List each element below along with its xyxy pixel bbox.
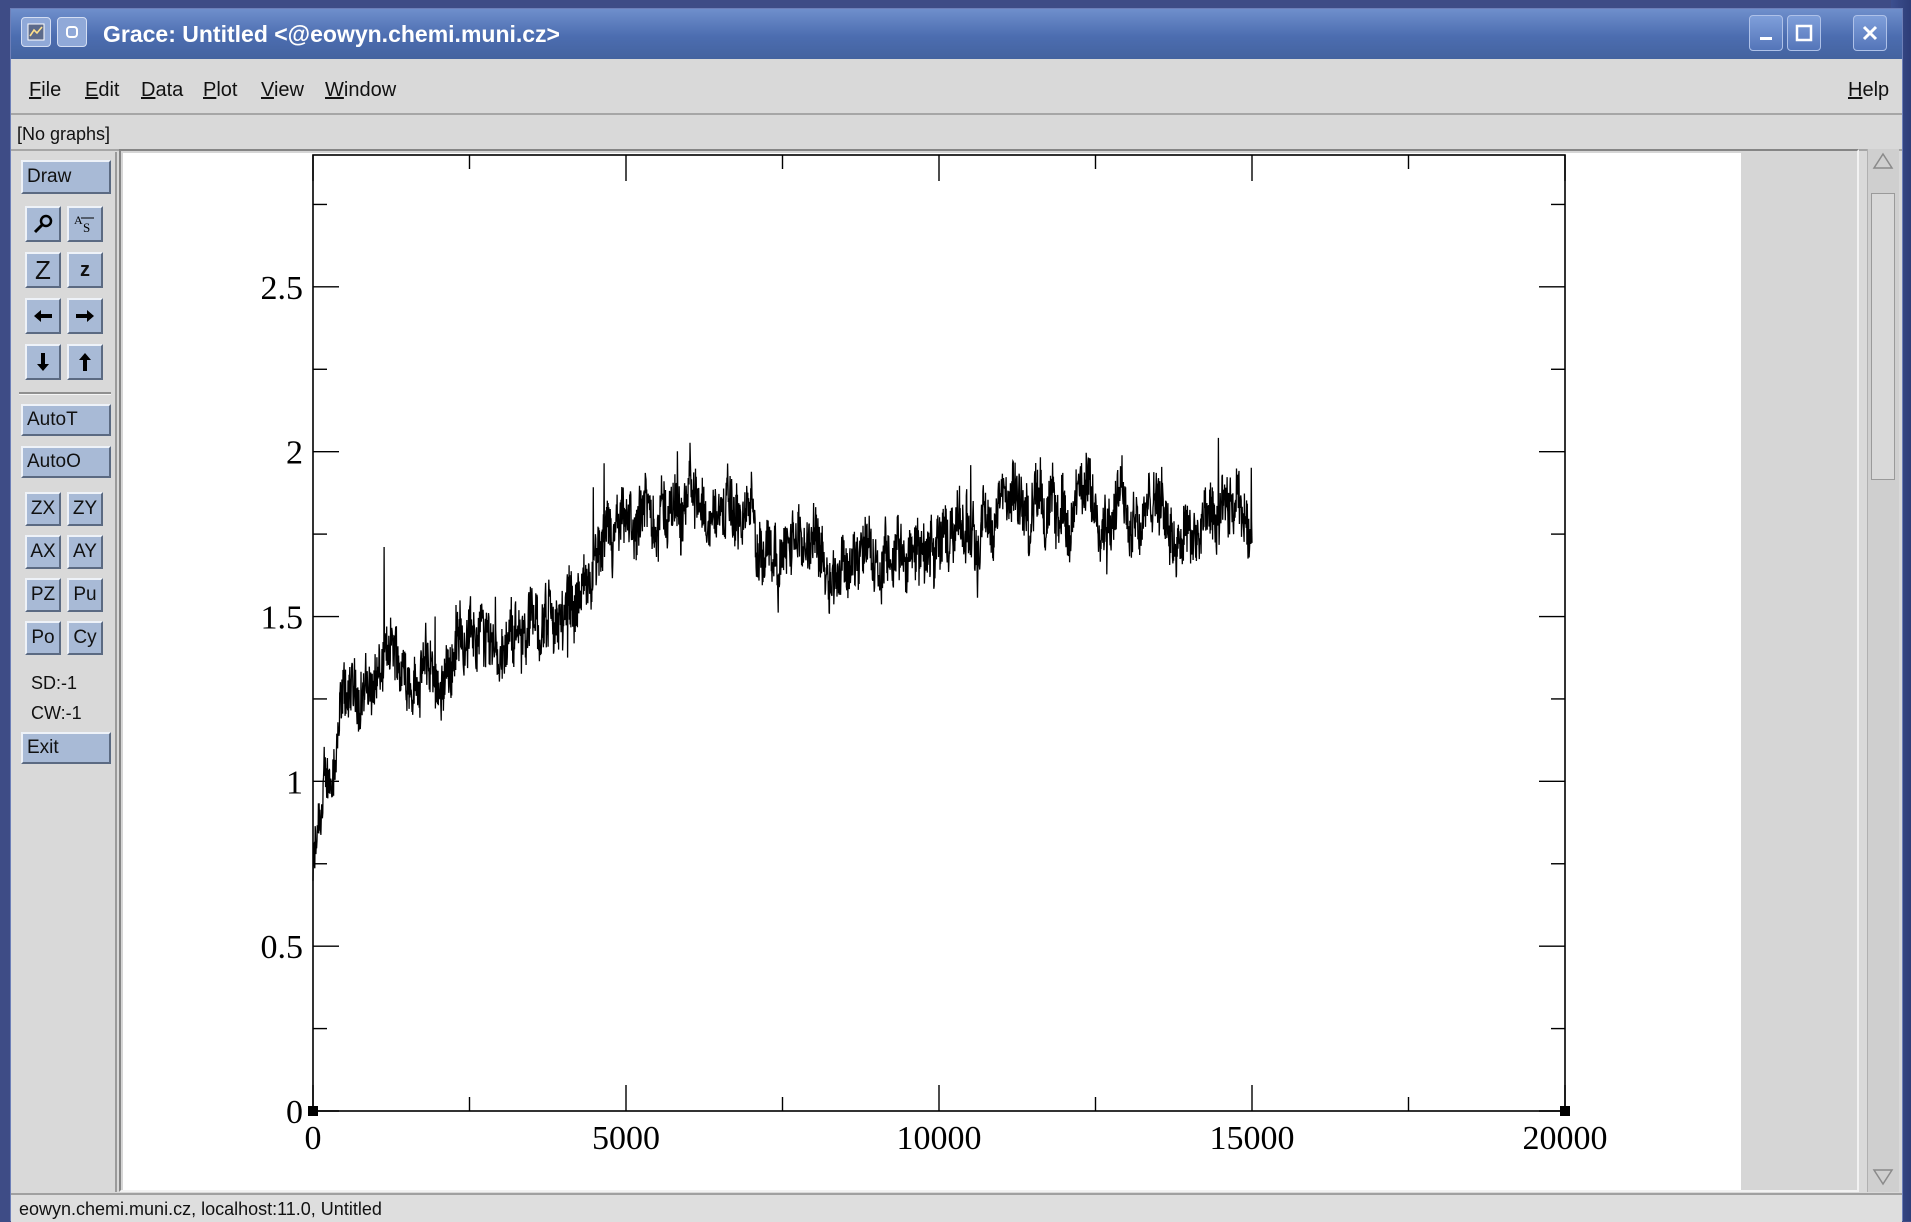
grace-window: Grace: Untitled <@eowyn.chemi.muni.cz> F…: [10, 8, 1903, 1222]
magnifier-icon: [33, 214, 53, 234]
scroll-right-button[interactable]: [67, 298, 103, 334]
menu-plot[interactable]: Plot: [203, 79, 238, 101]
svg-text:A: A: [74, 213, 83, 227]
current-world-readout: CW:-1: [31, 703, 82, 723]
set-display-readout: SD:-1: [31, 673, 78, 693]
drawing-area[interactable]: 0 5000 10000 15000 20000 0 0.5 1 1.5 2 2.5: [119, 149, 1859, 1192]
zoom-in-button[interactable]: Z: [25, 252, 61, 288]
series-line: [312, 437, 1253, 881]
graph-corner-handle: [308, 1106, 318, 1116]
graph-corner-handle: [1560, 1106, 1570, 1116]
title-bar[interactable]: Grace: Untitled <@eowyn.chemi.muni.cz>: [11, 9, 1902, 59]
maximize-icon: [1795, 24, 1813, 42]
toolbar-separator: [19, 392, 111, 395]
scroll-down-arrow-icon[interactable]: [1868, 1167, 1898, 1187]
po-button[interactable]: Po: [25, 621, 61, 655]
ay-button[interactable]: AY: [67, 535, 103, 569]
x-tick-label: 15000: [1210, 1120, 1295, 1157]
arrow-left-icon: [34, 310, 52, 322]
arrow-down-icon: [37, 353, 49, 371]
x-tick-label: 0: [305, 1120, 322, 1157]
arrow-right-icon: [76, 310, 94, 322]
scroll-up-arrow-icon[interactable]: [1868, 151, 1898, 171]
menu-bar: File Edit Data Plot View Window Help: [11, 59, 1902, 115]
minimize-icon: [1760, 37, 1772, 40]
window-menu-icon[interactable]: [57, 17, 87, 47]
window-title: Grace: Untitled <@eowyn.chemi.muni.cz>: [103, 21, 560, 47]
zy-button[interactable]: ZY: [67, 492, 103, 526]
arrow-up-icon: [79, 353, 91, 371]
zoom-out-button[interactable]: z: [67, 252, 103, 288]
x-tick-label: 20000: [1523, 1120, 1608, 1157]
window-footer-status: eowyn.chemi.muni.cz, localhost:11.0, Unt…: [11, 1193, 1902, 1222]
minimize-button[interactable]: [1749, 15, 1783, 51]
menu-file[interactable]: File: [29, 79, 62, 101]
y-tick-label: 2.5: [261, 270, 304, 307]
close-icon: [1862, 25, 1878, 41]
x-tick-label: 5000: [592, 1120, 660, 1157]
cy-button[interactable]: Cy: [67, 621, 103, 655]
pz-button[interactable]: PZ: [25, 578, 61, 612]
menu-window[interactable]: Window: [325, 79, 397, 101]
draw-button[interactable]: Draw: [21, 160, 111, 194]
autoticks-button[interactable]: AutoO: [21, 446, 111, 478]
graph-status-line: [No graphs]: [11, 115, 1902, 151]
svg-text:S: S: [83, 220, 90, 235]
zoom-tool-button[interactable]: [25, 206, 61, 242]
menu-view[interactable]: View: [261, 79, 304, 101]
autoscale-button[interactable]: AutoT: [21, 404, 111, 436]
app-icon[interactable]: [21, 17, 51, 47]
y-tick-label: 2: [286, 435, 303, 472]
close-button[interactable]: [1853, 15, 1887, 51]
x-tick-label: 10000: [897, 1120, 982, 1157]
menu-edit[interactable]: Edit: [85, 79, 120, 101]
maximize-button[interactable]: [1787, 15, 1821, 51]
menu-help[interactable]: Help: [1848, 79, 1890, 101]
scroll-down-button[interactable]: [25, 344, 61, 380]
scrollbar-thumb[interactable]: [1871, 193, 1895, 480]
plot-canvas[interactable]: 0 5000 10000 15000 20000 0 0.5 1 1.5 2 2.5: [123, 153, 1741, 1190]
ax-button[interactable]: AX: [25, 535, 61, 569]
y-tick-label: 0: [286, 1094, 303, 1131]
vertical-scrollbar[interactable]: [1867, 149, 1899, 1192]
scroll-up-button[interactable]: [67, 344, 103, 380]
y-tick-label: 1.5: [261, 600, 304, 637]
scroll-left-button[interactable]: [25, 298, 61, 334]
exit-button[interactable]: Exit: [21, 732, 111, 764]
xy-plot: 0 5000 10000 15000 20000 0 0.5 1 1.5 2 2.5: [261, 154, 1608, 1157]
y-tick-label: 1: [286, 764, 303, 801]
pu-button[interactable]: Pu: [67, 578, 103, 612]
menu-data[interactable]: Data: [141, 79, 184, 101]
plot-frame: [312, 154, 1566, 1112]
zx-button[interactable]: ZX: [25, 492, 61, 526]
y-tick-label: 0.5: [261, 929, 304, 966]
